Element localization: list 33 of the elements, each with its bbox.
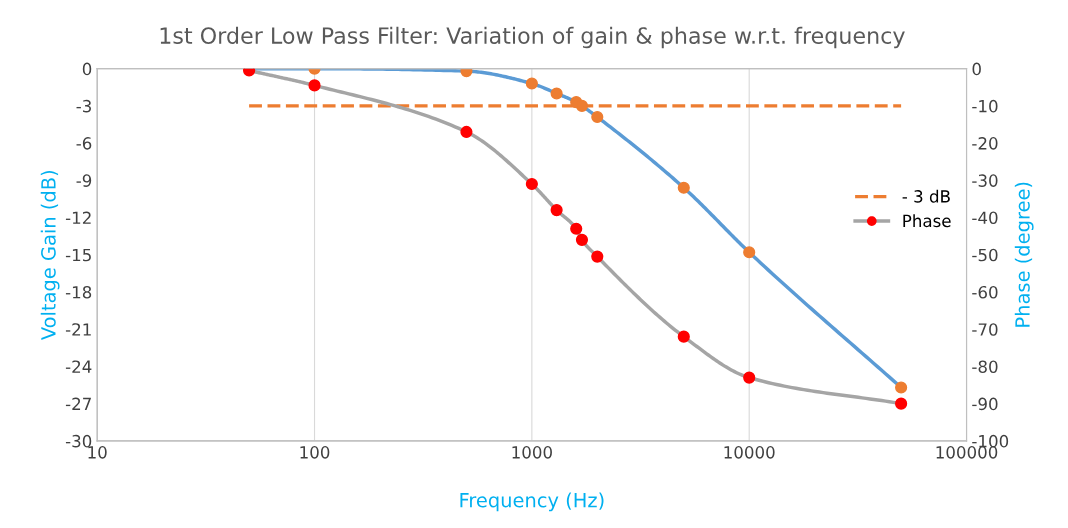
x-tick-label: 1000 [512,446,552,459]
y2-tick-label: -10 [972,99,998,113]
x-tick-label: 10 [88,446,107,459]
legend-label: - 3 dB [902,189,950,203]
y-tick-label: -21 [65,323,91,336]
y-tick-label: -3 [76,99,91,113]
y-tick-label: -18 [65,285,92,299]
y-tick-label: -12 [65,211,91,224]
x-tick-label: 100 [300,446,330,459]
y-tick-label: 0 [82,62,92,76]
x-axis-title: Frequency (Hz) [460,492,604,512]
y2-tick-label: -30 [972,174,998,187]
y-tick-label: -27 [65,397,91,410]
y2-tick-label: 0 [972,62,981,76]
x-tick-label: 100000 [936,446,998,459]
y-tick-label: -24 [65,360,92,373]
y-tick-label: -9 [76,174,92,187]
y-axis-title: Voltage Gain (dB) [40,171,60,341]
y-tick-label: -30 [65,434,92,448]
y2-tick-label: -60 [972,285,998,299]
chart-title: 1st Order Low Pass Filter: Variation of gain & phase w.r.t. frequency [160,26,905,49]
legend-label: Phase [903,214,951,228]
y-tick-label: -6 [76,137,92,150]
y2-tick-label: -90 [972,397,998,411]
y2-tick-label: -100 [972,434,1009,448]
y2-tick-label: -80 [972,360,998,373]
y2-tick-label: -70 [972,323,998,336]
y2-axis-title: Phase (degree) [1014,182,1034,327]
y2-tick-label: -20 [972,137,998,150]
y2-tick-label: -50 [972,248,998,262]
x-tick-label: 10000 [724,446,775,459]
y-tick-label: -15 [65,248,91,262]
y2-tick-label: -40 [972,211,998,225]
